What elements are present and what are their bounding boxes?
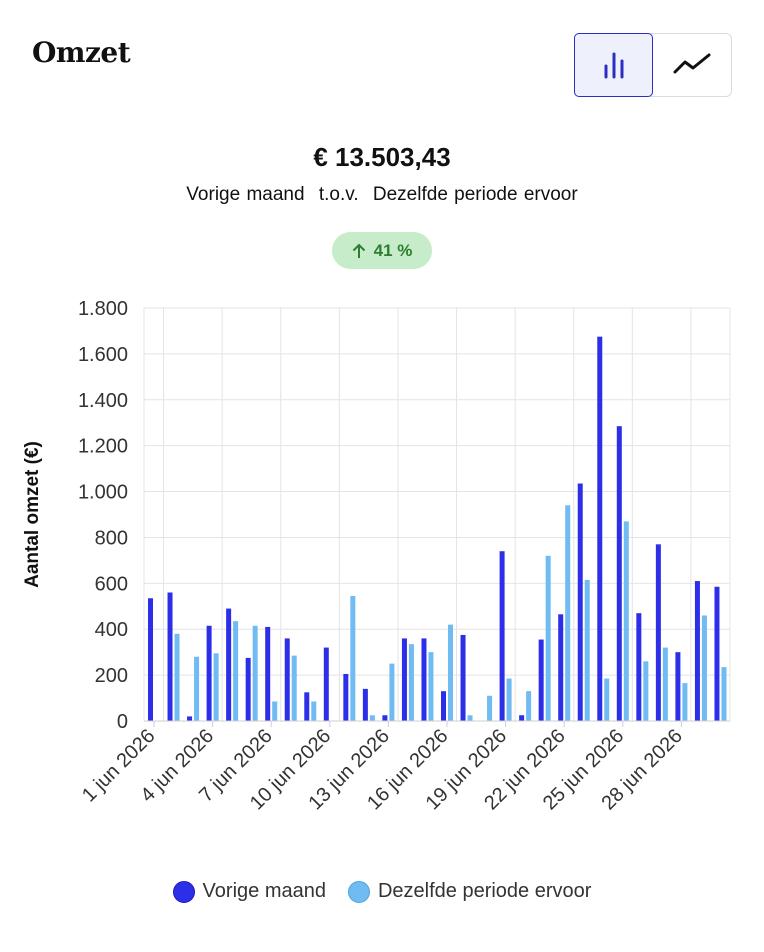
bar-previous xyxy=(721,667,727,721)
bar-previous xyxy=(448,624,453,721)
bar-current xyxy=(187,716,193,721)
legend-item-previous[interactable]: Dezelfde periode ervoor xyxy=(347,880,592,903)
bar-previous xyxy=(643,661,649,721)
legend-dot-current xyxy=(172,880,195,903)
line-chart-button[interactable] xyxy=(653,34,731,96)
total-revenue: € 13.503,43 xyxy=(313,142,451,172)
legend-label-current: Vorige maand xyxy=(202,880,326,902)
bar-previous xyxy=(272,701,278,721)
comparison-label: Vorige maand t.o.v. Dezelfde periode erv… xyxy=(0,184,764,206)
bar-current xyxy=(636,613,642,721)
bar-current xyxy=(597,336,603,721)
bar-previous xyxy=(545,555,551,721)
y-tick-label: 1.000 xyxy=(78,482,128,504)
bar-previous xyxy=(682,683,688,721)
bar-current xyxy=(401,638,407,721)
bar-current xyxy=(362,688,368,721)
bar-previous xyxy=(213,653,219,721)
bar-previous xyxy=(252,625,258,721)
legend-item-current[interactable]: Vorige maand xyxy=(172,880,326,903)
bar-previous xyxy=(565,505,571,721)
bar-current xyxy=(655,544,661,721)
y-tick-label: 400 xyxy=(95,619,128,641)
chart-legend: Vorige maand Dezelfde periode ervoor xyxy=(0,880,764,903)
bar-previous xyxy=(389,663,395,721)
bar-previous xyxy=(584,579,590,721)
bar-current xyxy=(460,634,466,721)
arrow-up-icon xyxy=(352,243,365,258)
bar-current xyxy=(616,426,622,721)
compare-label: Dezelfde periode ervoor xyxy=(372,184,578,205)
bar-current xyxy=(148,598,153,721)
bar-current xyxy=(284,638,290,721)
bar-current xyxy=(206,625,212,721)
bar-current xyxy=(167,592,173,721)
bar-current xyxy=(499,551,505,721)
bar-current xyxy=(714,586,720,721)
bar-current xyxy=(265,626,271,721)
bar-chart-icon xyxy=(604,52,623,79)
bar-previous xyxy=(174,633,180,721)
y-tick-label: 200 xyxy=(95,665,128,687)
bar-current xyxy=(323,647,329,721)
bar-previous xyxy=(291,655,297,721)
bar-current xyxy=(421,638,427,721)
y-tick-label: 0 xyxy=(117,711,128,733)
bar-current xyxy=(226,608,232,721)
bar-previous xyxy=(428,652,434,721)
change-value: 41 % xyxy=(373,240,413,260)
bar-current xyxy=(245,657,251,721)
y-tick-label: 1.800 xyxy=(78,298,128,320)
bar-previous xyxy=(487,695,493,721)
bar-previous xyxy=(604,678,610,721)
page-title: Omzet xyxy=(32,36,131,69)
bar-previous xyxy=(311,701,317,721)
bar-current xyxy=(304,692,310,721)
chart-type-toggle xyxy=(574,33,732,97)
y-tick-label: 1.400 xyxy=(78,390,128,412)
bar-previous xyxy=(467,715,473,721)
y-tick-label: 600 xyxy=(95,573,128,595)
bar-current xyxy=(441,691,446,721)
bar-current xyxy=(343,673,349,721)
bar-current xyxy=(675,652,681,721)
y-tick-label: 1.600 xyxy=(78,344,128,366)
bar-previous xyxy=(526,691,532,721)
versus-label: t.o.v. xyxy=(318,184,359,205)
legend-label-previous: Dezelfde periode ervoor xyxy=(377,880,592,902)
line-chart-icon xyxy=(673,53,711,74)
bar-previous xyxy=(194,656,200,721)
revenue-bar-chart: 02004006008001.0001.2001.4001.6001.8001 … xyxy=(22,298,731,814)
legend-dot-previous xyxy=(347,880,370,903)
bar-current xyxy=(382,715,388,721)
bar-current xyxy=(577,483,583,721)
bar-previous xyxy=(408,644,414,721)
bar-current xyxy=(538,639,544,721)
bar-previous xyxy=(701,615,707,721)
bar-previous xyxy=(506,678,512,721)
bar-previous xyxy=(623,521,629,721)
bar-previous xyxy=(233,621,239,721)
bar-chart-button[interactable] xyxy=(574,33,653,97)
bar-previous xyxy=(350,595,356,721)
y-axis-label: Aantal omzet (€) xyxy=(22,441,43,588)
period-label: Vorige maand xyxy=(186,184,305,205)
y-tick-label: 1.200 xyxy=(78,436,128,458)
change-badge: 41 % xyxy=(332,232,432,269)
bar-current xyxy=(519,715,525,721)
bar-current xyxy=(694,581,700,721)
y-tick-label: 800 xyxy=(95,527,128,549)
bar-current xyxy=(558,614,564,721)
bar-previous xyxy=(369,715,375,721)
bar-previous xyxy=(662,647,668,721)
